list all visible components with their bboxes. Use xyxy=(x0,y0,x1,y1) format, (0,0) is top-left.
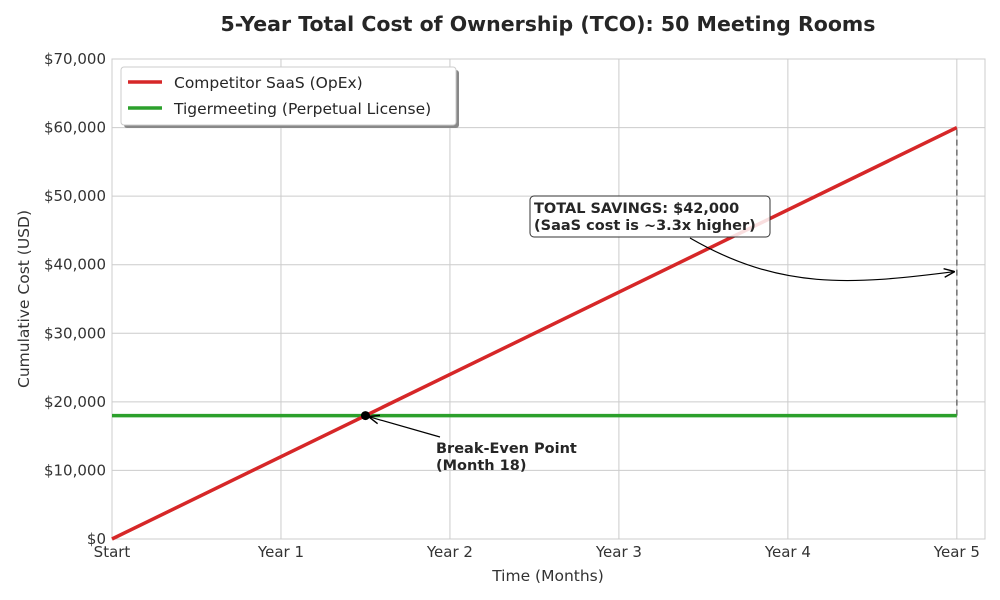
grid xyxy=(111,58,985,540)
x-tick-label: Year 3 xyxy=(595,543,642,561)
savings-box xyxy=(529,195,771,238)
y-tick-label: $70,000 xyxy=(44,50,106,68)
series-line-saas xyxy=(111,125,958,541)
break-even-label: Break-Even Point xyxy=(436,441,577,457)
break-even-label: (Month 18) xyxy=(436,458,526,474)
legend-label: Competitor SaaS (OpEx) xyxy=(174,74,363,92)
y-tick-label: $20,000 xyxy=(44,393,106,411)
x-tick-label: Year 5 xyxy=(933,543,980,561)
y-tick-label: $40,000 xyxy=(44,256,106,274)
savings-label: (SaaS cost is ~3.3x higher) xyxy=(534,218,756,234)
savings-arrow xyxy=(689,237,955,282)
legend-box xyxy=(120,66,457,126)
savings-label: TOTAL SAVINGS: $42,000 xyxy=(534,201,739,217)
x-tick-label: Year 1 xyxy=(257,543,304,561)
y-axis-label: Cumulative Cost (USD) xyxy=(15,210,33,388)
y-tick-label: $0 xyxy=(87,530,106,548)
plot-frame xyxy=(111,58,986,540)
legend-label: Tigermeeting (Perpetual License) xyxy=(173,100,431,118)
y-tick-label: $30,000 xyxy=(44,324,106,342)
y-tick-label: $50,000 xyxy=(44,187,106,205)
x-tick-label: Year 4 xyxy=(764,543,811,561)
break-even-point xyxy=(360,411,370,421)
x-tick-label: Start xyxy=(94,543,131,561)
y-tick-label: $10,000 xyxy=(44,461,106,479)
x-axis-label: Time (Months) xyxy=(491,567,604,585)
y-axis: $0 $10,000 $20,000 $30,000 $40,000 $50,000 $60… xyxy=(44,50,106,548)
legend: Competitor SaaS (OpEx) Tigermeeting (Perp… xyxy=(120,66,459,128)
break-even-arrow xyxy=(368,417,441,438)
x-tick-label: Year 2 xyxy=(426,543,473,561)
y-tick-label: $60,000 xyxy=(44,119,106,137)
chart-title: 5-Year Total Cost of Ownership (TCO): 50… xyxy=(220,12,875,36)
x-axis: Start Year 1 Year 2 Year 3 Year 4 Year 5 xyxy=(94,543,980,561)
